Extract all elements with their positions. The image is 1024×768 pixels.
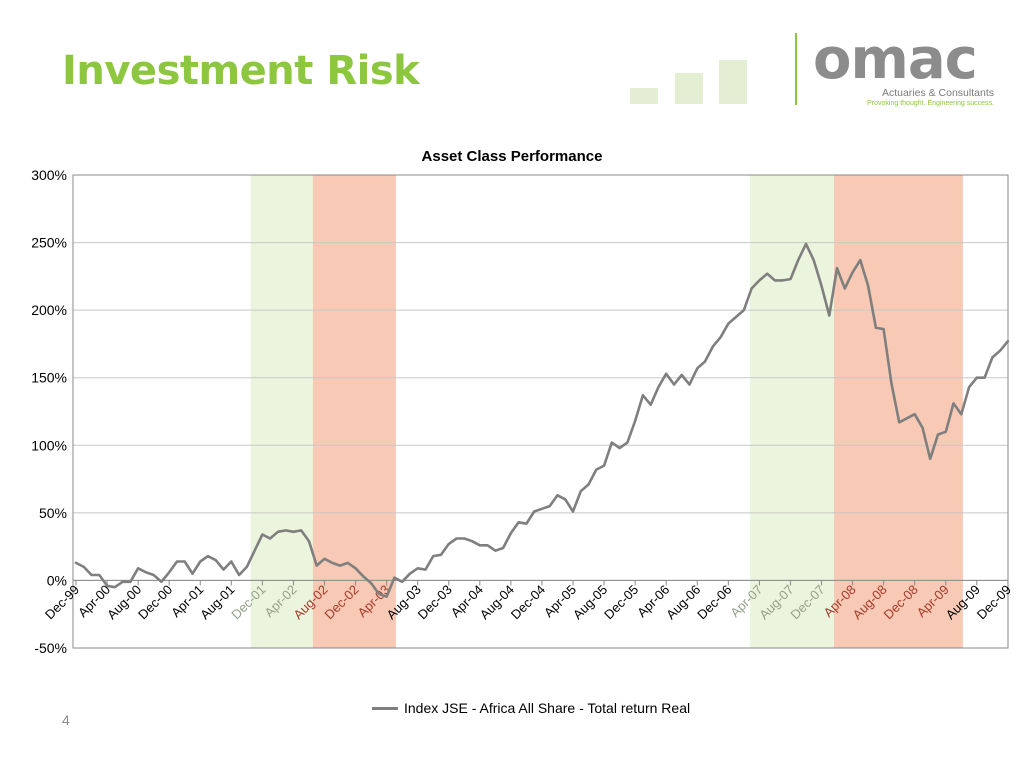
y-tick-label: 250% xyxy=(31,235,67,251)
decorative-bar-medium xyxy=(675,73,703,104)
legend-line-swatch xyxy=(372,706,398,710)
logo-tagline: Provoking thought. Engineering success. xyxy=(867,100,994,107)
decorative-bar-large xyxy=(719,60,747,104)
x-tick-label: Aug-04 xyxy=(477,582,517,622)
logo-subtitle: Actuaries & Consultants xyxy=(881,87,994,99)
x-tick-label: Dec-00 xyxy=(135,582,175,622)
decorative-bar-small xyxy=(630,88,658,104)
y-tick-label: 100% xyxy=(31,437,67,453)
series-line xyxy=(74,242,1010,598)
page-number: 4 xyxy=(62,712,70,728)
y-tick-label: 0% xyxy=(47,572,67,588)
x-tick-label: Dec-05 xyxy=(601,582,641,622)
chart-legend: Index JSE - Africa All Share - Total ret… xyxy=(372,700,690,716)
y-tick-label: 300% xyxy=(31,167,67,183)
logo-wordmark: omac xyxy=(813,27,978,92)
shaded-band-bull xyxy=(250,175,313,648)
slide-title: Investment Risk xyxy=(62,48,420,94)
x-tick-label: Dec-04 xyxy=(508,582,548,622)
y-tick-label: 50% xyxy=(39,505,67,521)
x-tick-label: Aug-06 xyxy=(663,582,703,622)
x-tick-label: Aug-01 xyxy=(197,582,237,622)
chart-title: Asset Class Performance xyxy=(421,148,603,165)
y-tick-label: 150% xyxy=(31,370,67,386)
y-tick-label: -50% xyxy=(34,640,67,656)
x-tick-label: Dec-03 xyxy=(415,582,455,622)
y-tick-label: 200% xyxy=(31,302,67,318)
shaded-band-bear xyxy=(312,175,396,648)
x-tick-label: Aug-05 xyxy=(570,582,610,622)
shaded-band-bull xyxy=(750,175,834,648)
shaded-band-bear xyxy=(833,175,963,648)
x-tick-label: Aug-00 xyxy=(104,582,144,622)
legend-series-label: Index JSE - Africa All Share - Total ret… xyxy=(404,700,691,716)
logo-divider xyxy=(795,33,797,105)
plot-frame xyxy=(72,174,1009,649)
x-tick-label: Dec-06 xyxy=(694,582,734,622)
